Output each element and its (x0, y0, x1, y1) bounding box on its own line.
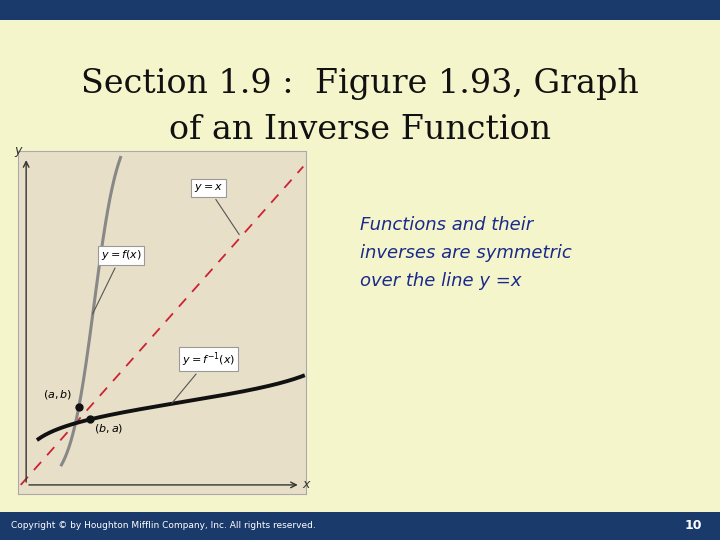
Text: $y = f^{-1}(x)$: $y = f^{-1}(x)$ (172, 350, 235, 403)
Text: $y = x$: $y = x$ (194, 182, 239, 234)
Text: $(a, b)$: $(a, b)$ (43, 388, 72, 401)
Text: $y = f(x)$: $y = f(x)$ (93, 248, 142, 314)
Text: 10: 10 (685, 519, 702, 532)
Text: Copyright © by Houghton Mifflin Company, Inc. All rights reserved.: Copyright © by Houghton Mifflin Company,… (11, 522, 315, 530)
Text: of an Inverse Function: of an Inverse Function (169, 113, 551, 146)
Text: Functions and their
inverses are symmetric
over the line y =x: Functions and their inverses are symmetr… (360, 216, 572, 289)
Text: x: x (302, 478, 310, 491)
Text: y: y (14, 144, 22, 157)
Text: Section 1.9 :  Figure 1.93, Graph: Section 1.9 : Figure 1.93, Graph (81, 68, 639, 100)
Text: $(b, a)$: $(b, a)$ (94, 422, 124, 435)
